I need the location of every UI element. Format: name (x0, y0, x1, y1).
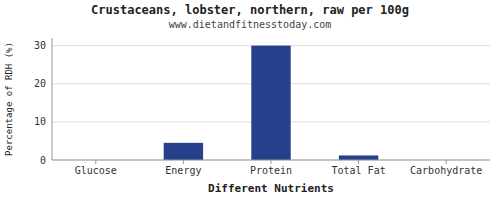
chart-container: Crustaceans, lobster, northern, raw per … (0, 0, 500, 200)
x-tick-label: Total Fat (332, 165, 386, 176)
y-axis-label: Percentage of RDH (%) (4, 42, 14, 156)
x-axis: Glucose Energy Protein Total Fat Carbohydrat… (52, 160, 490, 176)
y-axis: 0 10 20 30 (34, 38, 52, 166)
x-tick (183, 160, 184, 164)
x-tick (271, 160, 272, 164)
subtitle: www.dietandfitnesstoday.com (169, 19, 332, 30)
x-tick-label: Glucose (75, 165, 117, 176)
bars (164, 46, 379, 160)
bar (164, 143, 203, 160)
x-tick (358, 160, 359, 164)
bar (339, 155, 378, 160)
x-tick (95, 160, 96, 164)
y-tick-label: 30 (34, 40, 46, 51)
bar (251, 46, 290, 160)
y-axis-line (52, 38, 53, 160)
x-tick-label: Energy (165, 165, 201, 176)
grid-line (52, 160, 490, 161)
x-axis-label: Different Nutrients (208, 182, 334, 195)
x-axis-line (52, 160, 490, 161)
chart: Crustaceans, lobster, northern, raw per … (0, 0, 500, 200)
y-tick-label: 10 (34, 116, 46, 127)
y-tick-label: 0 (40, 155, 46, 166)
x-tick-label: Protein (250, 165, 292, 176)
x-tick-label: Carbohydrate (410, 165, 482, 176)
y-tick-label: 20 (34, 78, 46, 89)
x-tick (446, 160, 447, 164)
title: Crustaceans, lobster, northern, raw per … (91, 3, 409, 17)
grid (52, 46, 490, 160)
